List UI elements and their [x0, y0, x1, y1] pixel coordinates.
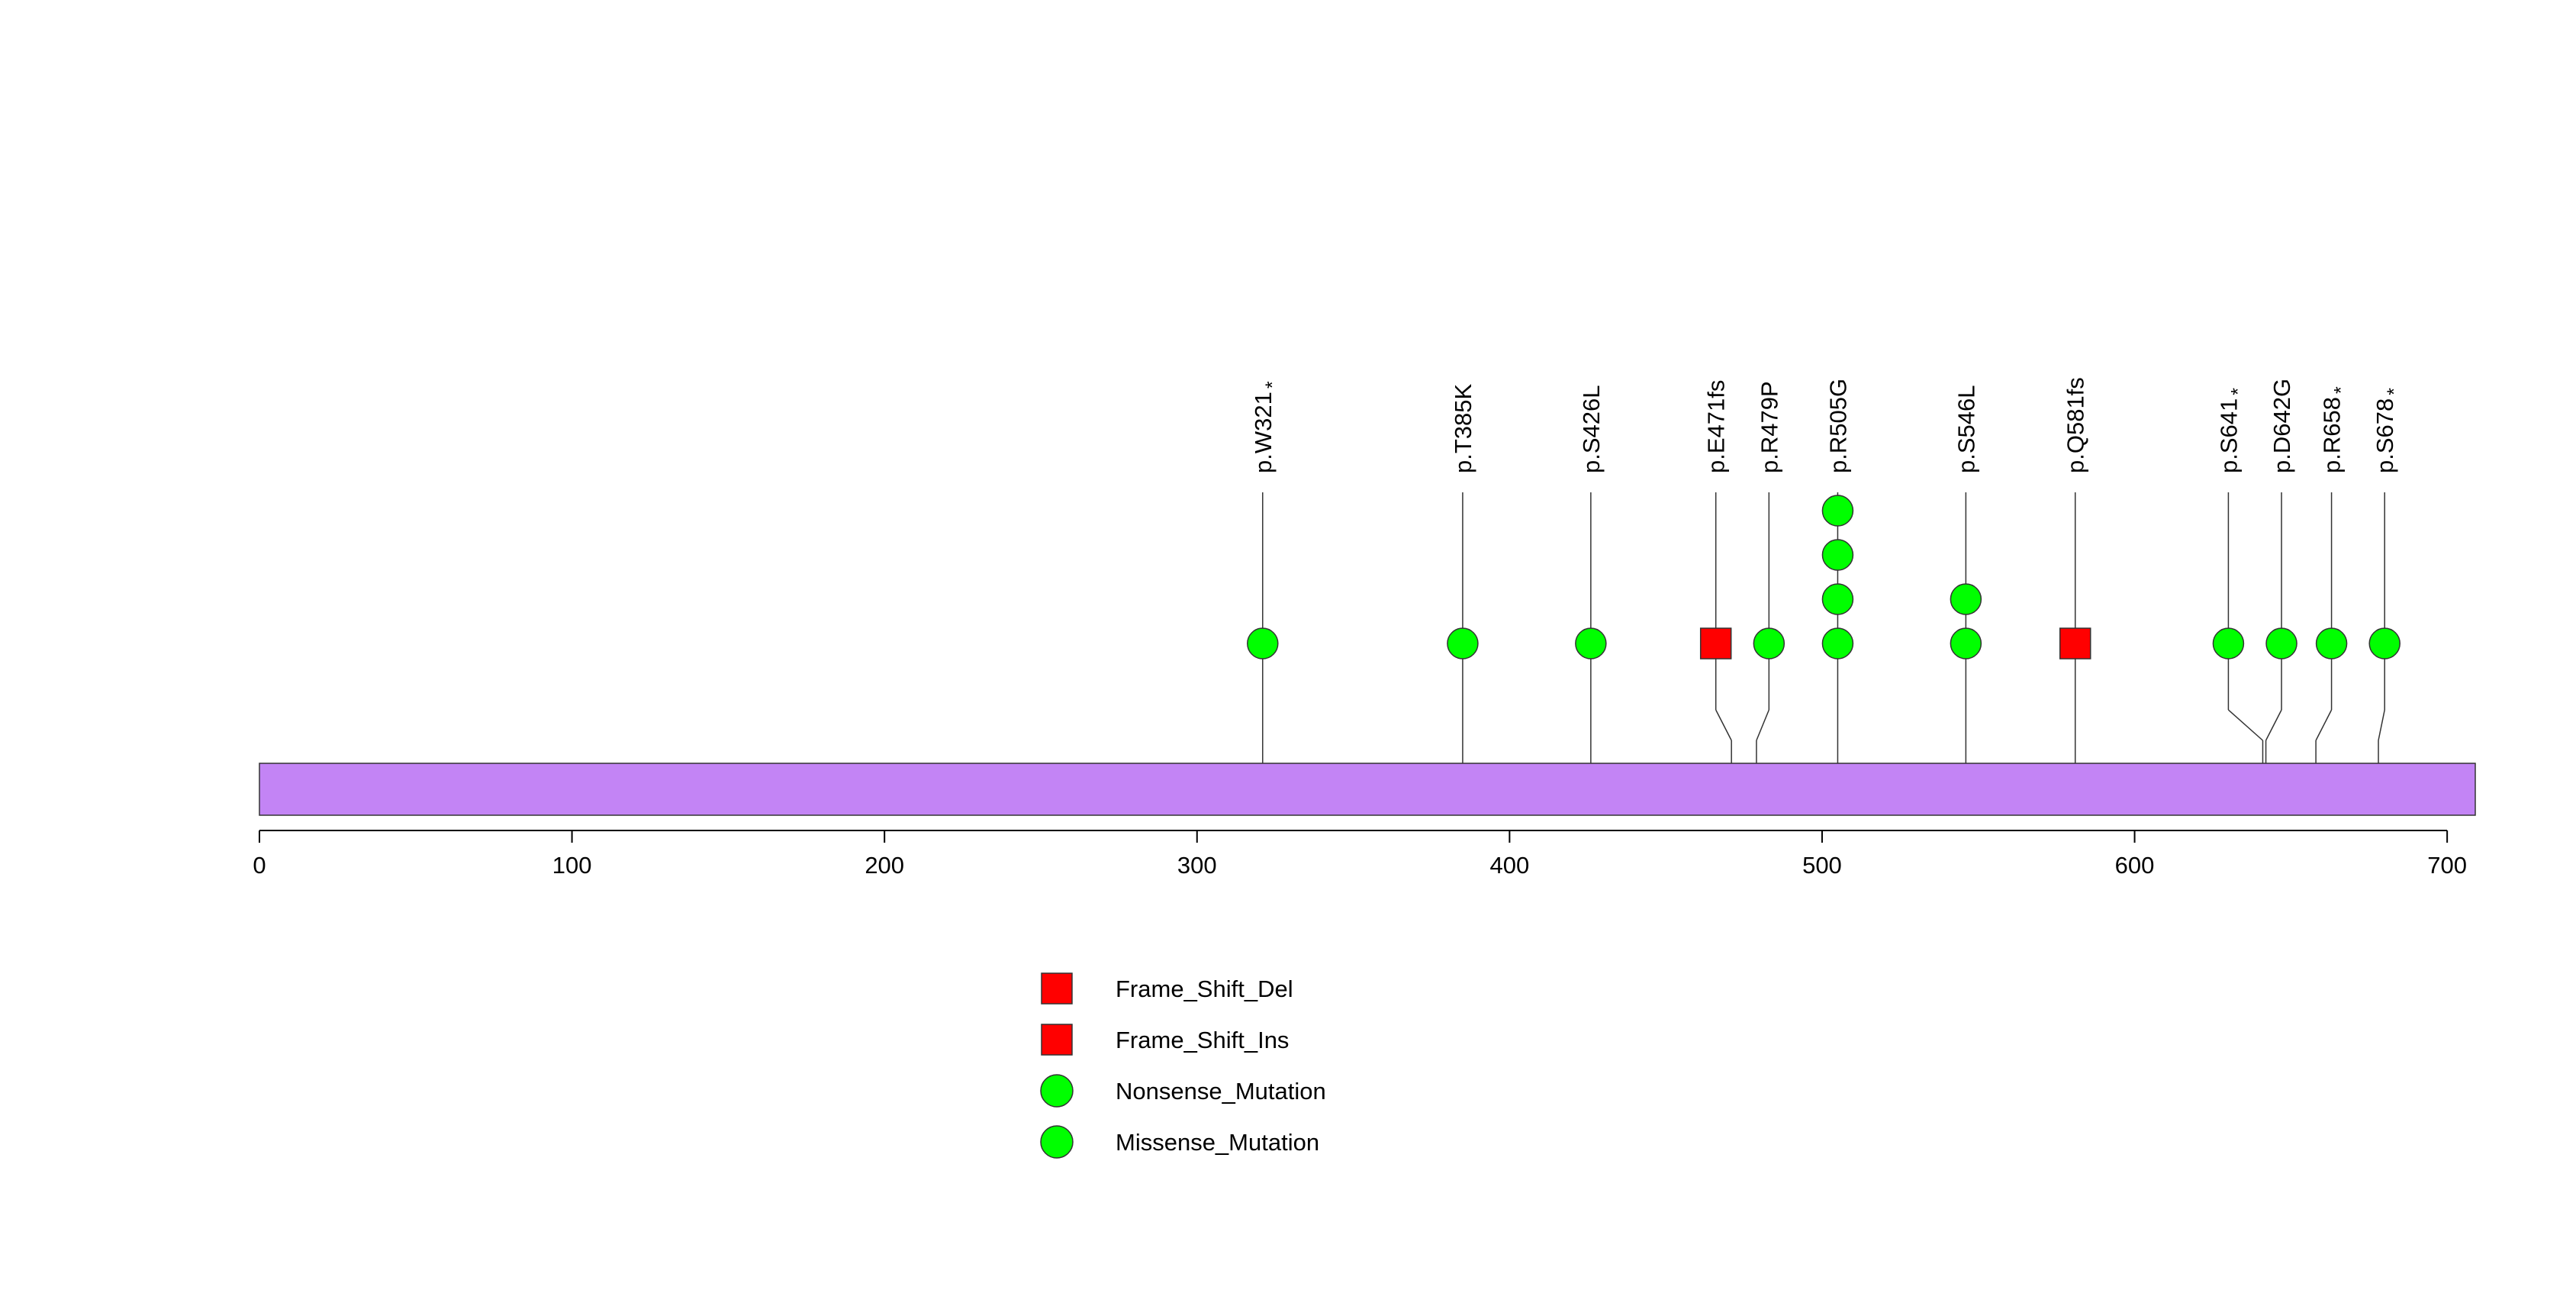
mutation-marker-circle [1447, 627, 1479, 660]
mutation-connector [2315, 709, 2333, 741]
mutation-marker-square [2059, 627, 2091, 660]
stop-star: * [2331, 386, 2352, 394]
mutation-marker-circle [1753, 627, 1785, 660]
mutation-marker-circle [1821, 583, 1854, 615]
stop-star: * [2384, 388, 2405, 395]
mutation-connector [2227, 709, 2263, 741]
legend-label: Nonsense_Mutation [1116, 1078, 1326, 1105]
mutation-marker-circle [2265, 627, 2297, 660]
mutation-stems [1262, 492, 2385, 815]
mutation-label: p.S678* [2372, 388, 2405, 473]
x-tick-label: 500 [1802, 852, 1842, 879]
legend: Frame_Shift_Del Frame_Shift_Ins Nonsense_M… [1040, 972, 1326, 1159]
mutation-marker-circle [2212, 627, 2245, 660]
mutation-label: p.R658* [2319, 386, 2352, 473]
x-tick-label: 100 [552, 852, 592, 879]
mutation-connector [2378, 709, 2385, 741]
x-axis: 0 100 200 300 400 500 600 700 [253, 830, 2467, 879]
mutation-connector [2265, 709, 2282, 741]
mutation-label: p.E471fs [1703, 380, 1730, 473]
mutation-label: p.D642G [2268, 379, 2295, 473]
mutation-marker-circle [2315, 627, 2348, 660]
mutation-labels: p.W321* p.T385K p.S426L p.E471fs p.R479P p.R5… [1250, 377, 2405, 473]
mutation-label: p.Q581fs [2062, 377, 2089, 473]
mutation-marker-circle [1247, 627, 1279, 660]
protein-bar [259, 763, 2476, 816]
legend-swatch-circle [1040, 1074, 1074, 1108]
mutation-marker-circle [1575, 627, 1607, 660]
mutation-marker-circle [1821, 627, 1854, 660]
legend-swatch-square [1041, 1024, 1073, 1056]
mutation-marker-circle [1950, 583, 1982, 615]
mutation-marker-circle [1821, 495, 1854, 527]
x-tick-label: 400 [1489, 852, 1529, 879]
mutation-label: p.T385K [1450, 383, 1476, 473]
protein-domain-bar [259, 763, 2476, 816]
mutation-label: p.S426L [1578, 385, 1605, 474]
mutation-marker-circle [2368, 627, 2401, 660]
x-tick-label: 600 [2115, 852, 2155, 879]
legend-label: Frame_Shift_Del [1116, 976, 1293, 1002]
mutation-label: p.R505G [1824, 379, 1851, 473]
x-tick-label: 700 [2427, 852, 2467, 879]
mutation-markers [1247, 495, 2401, 660]
mutation-marker-circle [1821, 539, 1854, 571]
mutation-label: p.S546L [1953, 385, 1979, 474]
mutation-marker-square [1699, 627, 1732, 660]
mutation-marker-circle [1950, 627, 1982, 660]
x-tick-label: 300 [1177, 852, 1217, 879]
x-tick-label: 0 [253, 852, 266, 879]
stop-star: * [1262, 381, 1283, 389]
mutation-label: p.S641* [2215, 388, 2249, 473]
x-tick-label: 200 [865, 852, 904, 879]
mutation-connector [1756, 709, 1770, 741]
legend-label: Frame_Shift_Ins [1116, 1027, 1289, 1053]
legend-label: Missense_Mutation [1116, 1129, 1319, 1156]
mutation-label: p.R479P [1756, 381, 1782, 473]
stop-star: * [2227, 388, 2249, 395]
mutation-label: p.W321* [1250, 381, 1283, 473]
legend-swatch-circle [1040, 1125, 1074, 1159]
legend-swatch-square [1041, 972, 1073, 1005]
mutation-connector [1715, 709, 1732, 741]
